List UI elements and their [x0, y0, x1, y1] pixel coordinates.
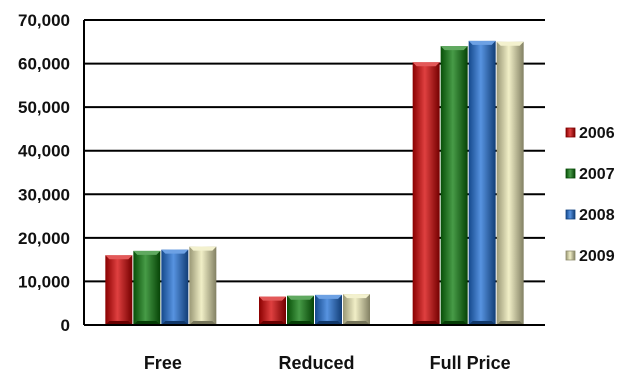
y-tick-label: 10,000 — [18, 272, 70, 291]
bar-body — [343, 294, 370, 325]
legend-item: 2007 — [565, 166, 615, 183]
bar — [440, 46, 468, 326]
bar-body — [440, 46, 468, 326]
legend-label: 2009 — [579, 248, 615, 265]
bar-cap — [105, 255, 133, 260]
legend-swatch — [565, 250, 576, 261]
gridlines — [84, 19, 545, 283]
bar-body — [161, 249, 189, 325]
bar-body — [412, 62, 440, 326]
bars — [105, 40, 524, 326]
bar-cap — [133, 250, 161, 255]
x-axis-category-labels: Free Reduced Full Price — [144, 353, 511, 373]
bar-cap — [343, 294, 370, 299]
bar-body — [259, 296, 286, 325]
bar — [343, 294, 370, 325]
bar-cap — [315, 294, 342, 299]
bar-cap — [412, 62, 440, 67]
bar-body — [189, 246, 217, 325]
legend-swatch — [565, 127, 576, 138]
bar-cap — [161, 249, 189, 254]
bar-cap — [189, 246, 217, 251]
bar — [412, 62, 440, 326]
bar — [496, 41, 524, 326]
legend: 2006 2007 2008 2009 — [565, 125, 615, 265]
bar — [133, 250, 161, 325]
y-tick-label: 50,000 — [18, 98, 70, 117]
bar-body — [287, 295, 314, 325]
legend-item: 2008 — [565, 207, 615, 224]
y-tick-label: 20,000 — [18, 229, 70, 248]
x-category-label: Reduced — [278, 353, 354, 373]
y-tick-label: 30,000 — [18, 185, 70, 204]
y-tick-label: 40,000 — [18, 142, 70, 161]
bar-body — [105, 255, 133, 325]
bar — [161, 249, 189, 325]
legend-label: 2008 — [579, 207, 615, 224]
bar-cap — [440, 46, 468, 51]
bar — [468, 40, 496, 326]
legend-swatch — [565, 209, 576, 220]
bar-cap — [496, 41, 524, 46]
y-tick-label: 0 — [61, 316, 70, 335]
bar-cap — [468, 40, 496, 45]
bar — [315, 294, 342, 325]
x-category-label: Free — [144, 353, 182, 373]
legend-swatch — [565, 168, 576, 179]
bar — [259, 296, 286, 325]
bar-body — [496, 41, 524, 326]
bar — [287, 295, 314, 325]
bar-body — [468, 40, 496, 326]
bar — [105, 255, 133, 325]
bar-body — [133, 250, 161, 325]
y-axis-tick-labels: 0 10,000 20,000 30,000 40,000 50,000 60,000 70,… — [18, 11, 70, 335]
legend-item: 2009 — [565, 248, 615, 265]
x-category-label: Full Price — [430, 353, 511, 373]
legend-label: 2007 — [579, 166, 615, 183]
y-tick-label: 60,000 — [18, 55, 70, 74]
bar-body — [315, 294, 342, 325]
legend-item: 2006 — [565, 125, 615, 142]
bar-cap — [287, 295, 314, 300]
y-tick-label: 70,000 — [18, 11, 70, 30]
bar — [189, 246, 217, 325]
bar-cap — [259, 296, 286, 301]
legend-label: 2006 — [579, 125, 615, 142]
